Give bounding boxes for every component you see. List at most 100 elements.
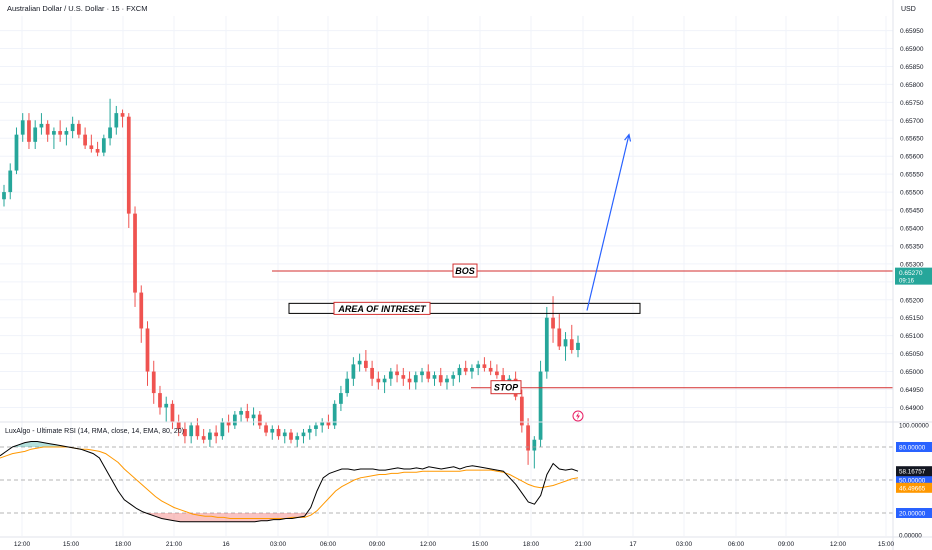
- candle-body: [8, 170, 13, 193]
- price-tick-label: 0.65850: [900, 64, 924, 71]
- time-tick-label: 12:00: [830, 541, 847, 548]
- candle-body: [351, 364, 356, 379]
- projection-arrow-head: [624, 133, 632, 142]
- candle-body: [544, 317, 549, 372]
- candle-body: [58, 131, 63, 135]
- price-tick-label: 0.65900: [900, 46, 924, 53]
- candle-body: [39, 123, 44, 128]
- stop-label: STOP: [494, 383, 519, 393]
- time-tick-label: 03:00: [270, 541, 287, 548]
- candle-body: [220, 421, 225, 437]
- candle-body: [482, 364, 487, 368]
- candle-body: [301, 432, 306, 437]
- candle-body: [114, 113, 119, 128]
- candle-body: [201, 436, 206, 440]
- candle-body: [426, 371, 431, 379]
- candle-body: [532, 439, 537, 451]
- price-tick-label: 0.65400: [900, 225, 924, 232]
- time-tick-label: 15:00: [63, 541, 80, 548]
- rsi-oversold-fill: [0, 513, 578, 522]
- time-tick-label: 15:00: [878, 541, 895, 548]
- candle-body: [320, 421, 325, 426]
- candle-body: [420, 371, 424, 376]
- candle-body: [388, 371, 393, 379]
- candle-body: [195, 425, 200, 437]
- price-tick-label: 0.65050: [900, 351, 924, 358]
- stop-label-box: [490, 380, 522, 395]
- candle-body: [264, 425, 268, 433]
- candle-body: [451, 375, 456, 379]
- candle-body: [257, 414, 262, 426]
- candle-body: [33, 127, 38, 142]
- price-tick-label: 0.65800: [900, 82, 924, 89]
- candle-body: [476, 364, 481, 368]
- rsi-level-badge: [896, 475, 932, 485]
- signal-value-badge: [896, 482, 932, 493]
- candle-body: [176, 421, 181, 429]
- currency-label: USD: [901, 6, 916, 13]
- candle-body: [170, 403, 175, 422]
- candle-body: [332, 403, 337, 426]
- zone-label: AREA OF INTRESET: [337, 304, 427, 314]
- price-tick-label: 0.64950: [900, 387, 924, 394]
- price-tick-label: 0.65600: [900, 154, 924, 161]
- candle-body: [14, 134, 19, 171]
- candle-body: [101, 138, 106, 153]
- candle-body: [495, 371, 499, 376]
- candle-body: [108, 127, 112, 139]
- candle-body: [208, 432, 212, 440]
- lightning-icon[interactable]: [572, 410, 584, 422]
- candle-body: [382, 378, 387, 383]
- candle-body: [470, 367, 474, 372]
- price-tick-label: 0.65550: [900, 172, 924, 179]
- rsi-tick-label: 100.00000: [899, 423, 929, 430]
- candle-body: [463, 367, 468, 372]
- rsi-value-badge: [896, 466, 932, 477]
- price-tick-label: 0.65000: [900, 369, 924, 376]
- candle-body: [52, 131, 56, 135]
- time-tick-label: 16: [222, 541, 230, 548]
- price-tick-label: 0.64900: [900, 405, 924, 412]
- candle-body: [569, 339, 574, 351]
- symbol-title: Australian Dollar / U.S. Dollar · 15 · F…: [7, 4, 147, 13]
- rsi-level-label: 20.00000: [899, 511, 926, 518]
- candle-body: [151, 371, 156, 394]
- candle-body: [563, 339, 568, 347]
- candle-body: [239, 411, 243, 415]
- candle-body: [339, 393, 343, 404]
- rsi-tick-label: 0.00000: [899, 533, 922, 540]
- rsi-pane: [0, 441, 893, 523]
- candle-body: [276, 428, 281, 437]
- candle-body: [576, 342, 580, 351]
- zone-label-box: [333, 301, 431, 315]
- candle-body: [76, 123, 81, 135]
- candle-body: [226, 421, 231, 426]
- time-tick-label: 09:00: [369, 541, 386, 548]
- price-tick-label: 0.65950: [900, 28, 924, 35]
- price-tick-label: 0.65200: [900, 297, 924, 304]
- bos-label: BOS: [455, 266, 475, 276]
- candle-body: [282, 432, 287, 437]
- candle-body: [407, 378, 412, 383]
- candle-body: [139, 292, 144, 329]
- candle-body: [83, 134, 87, 146]
- price-tick-label: 0.65450: [900, 208, 924, 215]
- candle-body: [270, 428, 275, 433]
- candle-body: [345, 378, 350, 394]
- time-tick-label: 12:00: [14, 541, 31, 548]
- rsi-level-badge: [896, 508, 932, 518]
- candle-body: [126, 116, 131, 214]
- candle-body: [395, 371, 399, 376]
- time-tick-label: 06:00: [320, 541, 337, 548]
- time-tick-label: 21:00: [575, 541, 592, 548]
- rsi-level-badge: [896, 442, 932, 452]
- candle-body: [164, 403, 169, 408]
- price-tick-label: 0.65150: [900, 315, 924, 322]
- candle-body: [45, 123, 50, 135]
- candle-body: [189, 425, 194, 437]
- candle-body: [432, 375, 437, 379]
- price-tick-label: 0.65300: [900, 261, 924, 268]
- drawings-layer[interactable]: BOS STOP AREA OF INTRESET: [272, 133, 893, 395]
